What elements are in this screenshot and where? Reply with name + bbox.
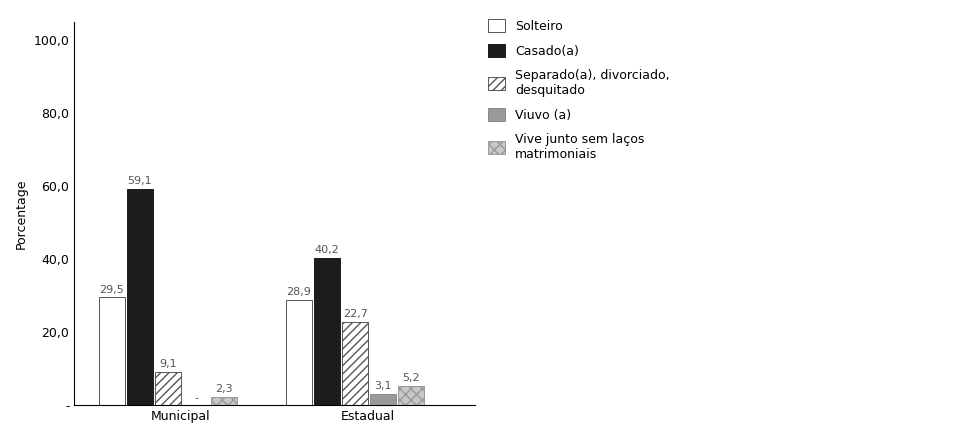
Bar [127, 189, 152, 405]
Bar [211, 397, 236, 405]
Text: 59,1: 59,1 [128, 177, 152, 187]
Text: 9,1: 9,1 [159, 359, 176, 369]
Text: 5,2: 5,2 [402, 373, 419, 383]
Bar [398, 386, 424, 405]
Bar [155, 372, 180, 405]
Text: 3,1: 3,1 [375, 381, 392, 391]
Y-axis label: Porcentage: Porcentage [15, 178, 28, 249]
Bar [99, 297, 125, 405]
Text: 29,5: 29,5 [99, 285, 124, 294]
Bar [314, 258, 339, 405]
Text: 2,3: 2,3 [215, 384, 233, 394]
Bar [286, 300, 312, 405]
Text: -: - [193, 393, 198, 403]
Text: 22,7: 22,7 [342, 309, 367, 319]
Text: 28,9: 28,9 [286, 287, 311, 297]
Bar [342, 322, 368, 405]
Legend: Solteiro, Casado(a), Separado(a), divorciado,
desquitado, Viuvo (a), Vive junto : Solteiro, Casado(a), Separado(a), divorc… [482, 14, 674, 166]
Text: 40,2: 40,2 [314, 245, 339, 255]
Bar [370, 394, 395, 405]
